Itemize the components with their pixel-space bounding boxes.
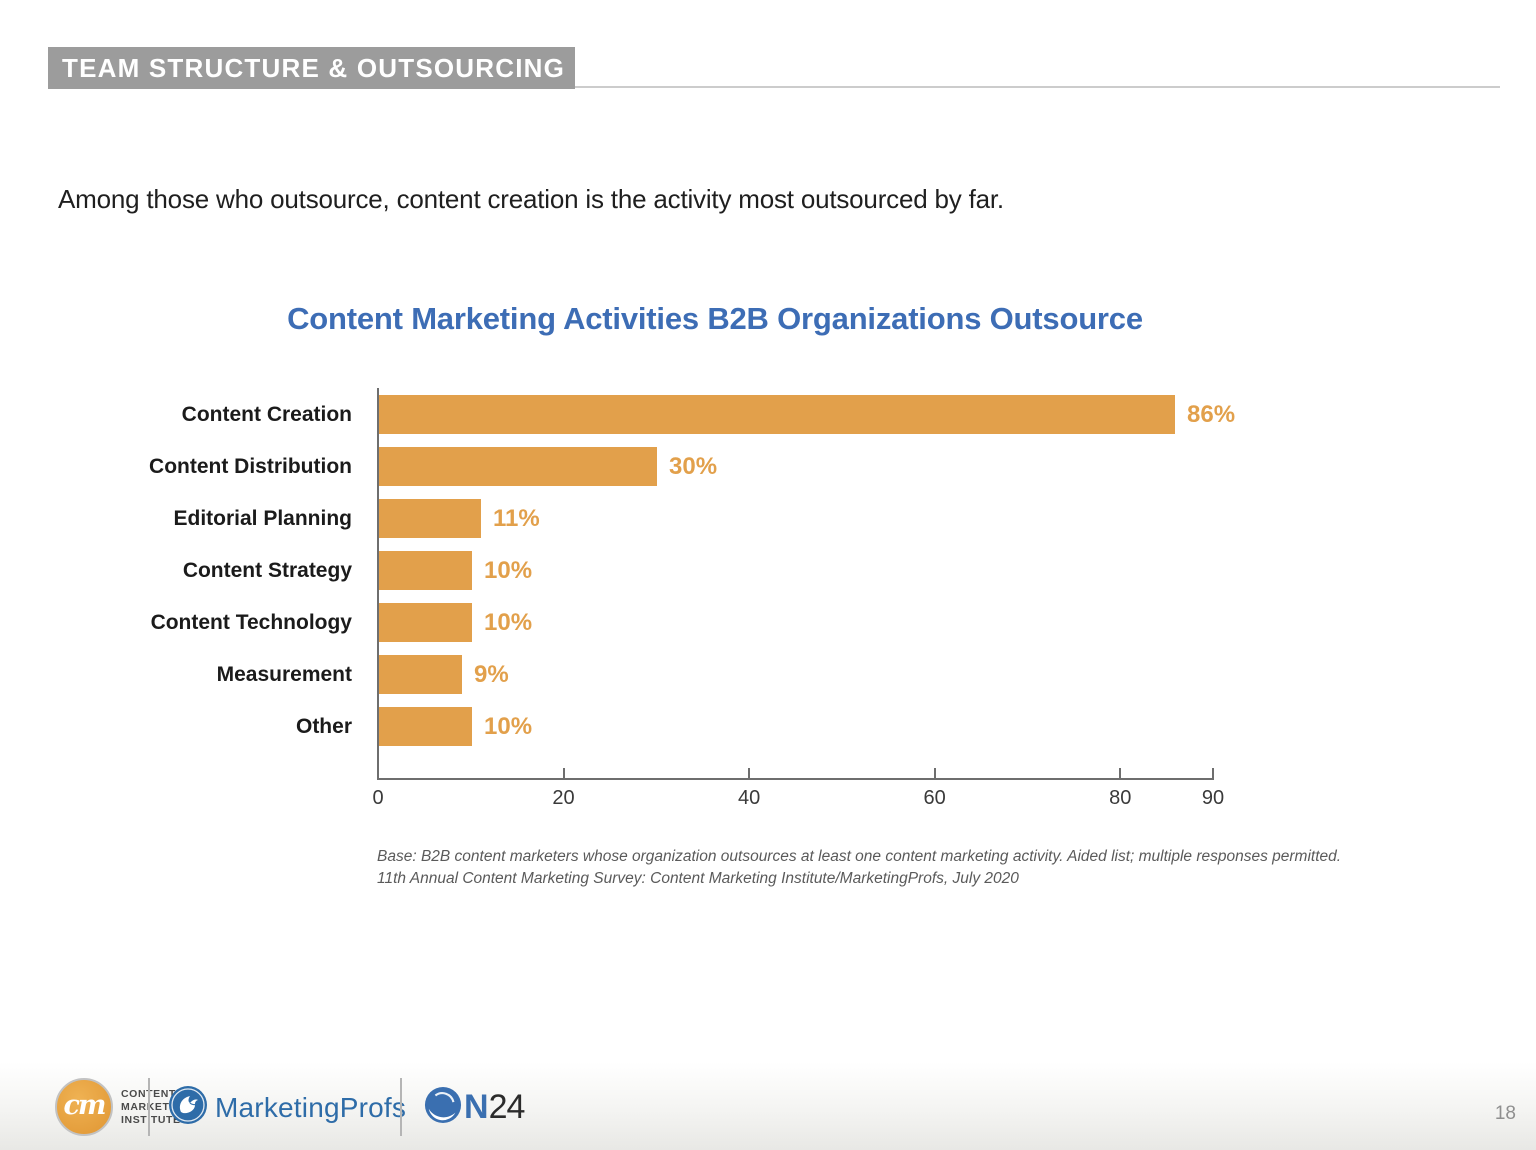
bar-value-label: 10% xyxy=(484,557,533,584)
x-axis-tick xyxy=(562,768,565,778)
x-axis-tick xyxy=(1119,768,1122,778)
intro-text: Among those who outsource, content creat… xyxy=(58,184,1004,214)
bar-value-label: 10% xyxy=(484,609,533,636)
y-axis-line xyxy=(377,388,379,780)
footer-divider xyxy=(148,1078,150,1136)
bar xyxy=(379,395,1175,434)
bar xyxy=(379,499,481,538)
x-axis-tick-label: 80 xyxy=(1109,787,1132,809)
header-rule xyxy=(575,86,1500,88)
bar xyxy=(379,603,472,642)
footer: cm CONTENT MARKETING INSTITUTE™ Marketin… xyxy=(0,1062,1536,1150)
bar xyxy=(379,551,472,590)
bar-value-label: 10% xyxy=(484,713,533,740)
x-axis-tick-label: 60 xyxy=(923,787,946,809)
category-label: Content Creation xyxy=(181,403,352,426)
on24-logo: N 24 xyxy=(424,1086,526,1129)
x-axis-tick-label: 20 xyxy=(552,787,575,809)
marketingprofs-dove-icon xyxy=(168,1085,208,1130)
bar-row: Content Technology 10% xyxy=(0,603,1300,642)
chart-title: Content Marketing Activities B2B Organiz… xyxy=(287,301,1143,336)
category-label: Content Strategy xyxy=(182,559,352,582)
bar-row: Content Creation 86% xyxy=(0,395,1300,434)
x-axis-tick-label: 90 xyxy=(1201,787,1225,809)
x-axis-tick xyxy=(1212,768,1214,778)
category-label: Editorial Planning xyxy=(173,507,352,530)
cmi-monogram-icon: cm xyxy=(55,1078,113,1136)
bar-value-label: 86% xyxy=(1187,401,1236,428)
x-axis-line xyxy=(377,778,1214,780)
bar xyxy=(379,447,657,486)
bar-row: Content Distribution 30% xyxy=(0,447,1300,486)
x-axis-tick xyxy=(933,768,936,778)
bar-value-label: 30% xyxy=(669,453,718,480)
x-axis-tick xyxy=(748,768,751,778)
x-axis-tick-label: 40 xyxy=(737,787,761,809)
on24-o-icon xyxy=(424,1086,462,1129)
on24-number: 24 xyxy=(488,1088,526,1126)
bar-row: Measurement 9% xyxy=(0,655,1300,694)
bar-value-label: 9% xyxy=(474,661,509,688)
footnote-line-2: 11th Annual Content Marketing Survey: Co… xyxy=(377,870,1019,887)
category-label: Content Technology xyxy=(150,611,352,634)
category-label: Measurement xyxy=(216,663,352,686)
bar-row: Other 10% xyxy=(0,707,1300,746)
bar-value-label: 11% xyxy=(493,505,540,532)
footer-divider xyxy=(400,1078,402,1136)
marketingprofs-wordmark: MarketingProfs xyxy=(215,1091,407,1123)
category-label: Other xyxy=(295,715,352,738)
bar xyxy=(379,655,462,694)
category-label: Content Distribution xyxy=(149,455,352,478)
marketingprofs-logo: MarketingProfs xyxy=(168,1085,406,1130)
footnote-line-1: Base: B2B content marketers whose organi… xyxy=(377,848,1342,865)
x-axis-tick-label: 0 xyxy=(372,787,384,809)
section-header: TEAM STRUCTURE & OUTSOURCING xyxy=(48,47,575,89)
on24-n: N xyxy=(464,1088,489,1126)
bar-row: Content Strategy 10% xyxy=(0,551,1300,590)
source-footnote: Base: B2B content marketers whose organi… xyxy=(377,846,1341,890)
bar xyxy=(379,707,472,746)
bar-chart: Content Creation 86% Content Distribution 3… xyxy=(0,388,1300,828)
bar-row: Editorial Planning 11% xyxy=(0,499,1300,538)
page-number: 18 xyxy=(1494,1103,1516,1124)
